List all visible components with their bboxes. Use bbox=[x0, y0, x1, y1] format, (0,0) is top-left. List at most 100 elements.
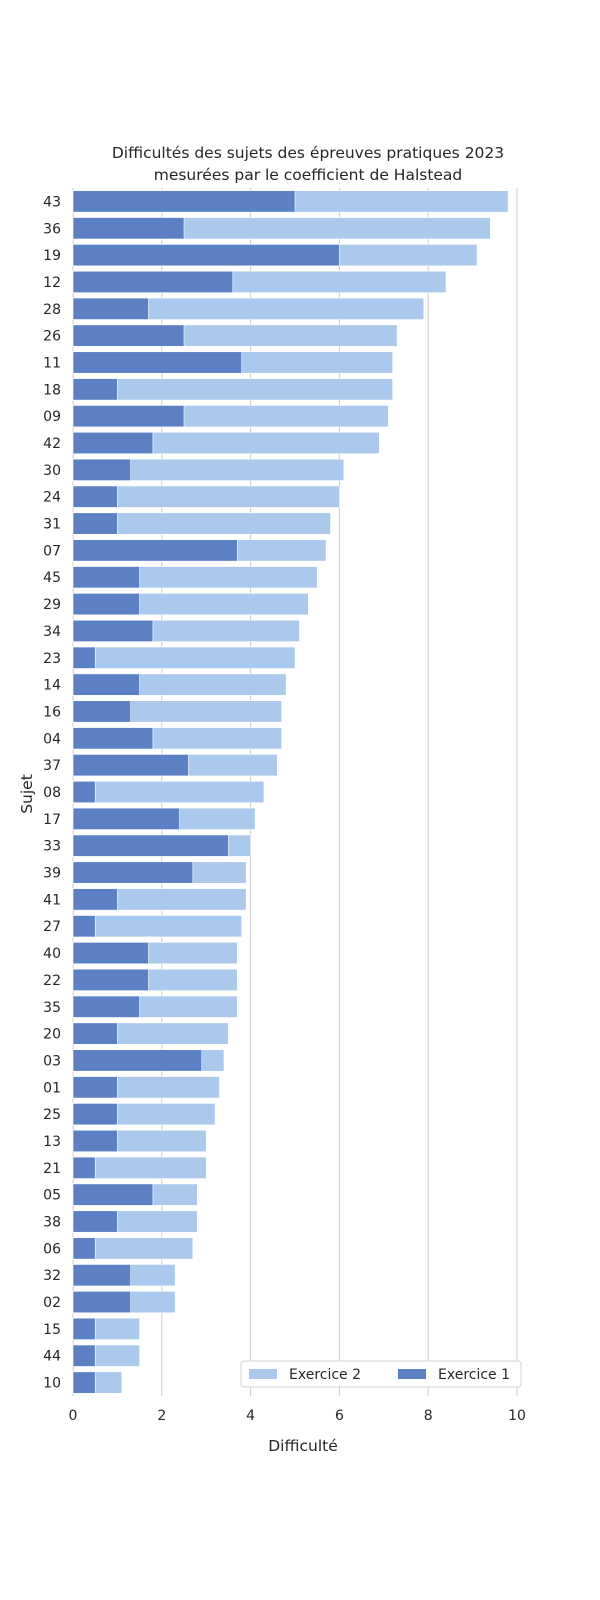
bar-exercice-1-29 bbox=[72, 593, 140, 616]
y-tick-label-15: 15 bbox=[43, 1322, 61, 1338]
y-tick-label-21: 21 bbox=[43, 1161, 61, 1177]
bar-exercice-2-23 bbox=[72, 646, 296, 669]
y-tick-label-05: 05 bbox=[43, 1188, 61, 1204]
bar-exercice-1-37 bbox=[72, 754, 189, 777]
y-tick-label-09: 09 bbox=[43, 409, 61, 425]
y-tick-label-17: 17 bbox=[43, 812, 61, 828]
y-tick-label-03: 03 bbox=[43, 1053, 61, 1069]
legend: Exercice 2 Exercice 1 bbox=[240, 1360, 522, 1388]
y-tick-label-28: 28 bbox=[43, 302, 61, 318]
bar-exercice-1-01 bbox=[72, 1076, 118, 1099]
y-tick-label-35: 35 bbox=[43, 1000, 61, 1016]
bar-exercice-1-02 bbox=[72, 1291, 132, 1314]
y-tick-label-29: 29 bbox=[43, 597, 61, 613]
y-tick-label-10: 10 bbox=[43, 1376, 61, 1392]
x-tick-label-2: 2 bbox=[157, 1408, 166, 1424]
bar-exercice-1-33 bbox=[72, 834, 229, 857]
y-tick-label-42: 42 bbox=[43, 436, 61, 452]
bar-exercice-1-45 bbox=[72, 566, 140, 589]
bar-exercice-1-12 bbox=[72, 270, 234, 293]
y-tick-label-30: 30 bbox=[43, 463, 61, 479]
legend-frame bbox=[240, 1360, 522, 1388]
y-tick-label-34: 34 bbox=[43, 624, 61, 640]
y-tick-label-39: 39 bbox=[43, 866, 61, 882]
y-tick-label-07: 07 bbox=[43, 543, 61, 559]
y-tick-label-22: 22 bbox=[43, 973, 61, 989]
bar-exercice-1-04 bbox=[72, 727, 154, 750]
y-tick-label-26: 26 bbox=[43, 329, 61, 345]
y-tick-label-06: 06 bbox=[43, 1241, 61, 1257]
bar-exercice-1-39 bbox=[72, 861, 194, 884]
y-tick-labels: 43 36 19 12 28 26 11 18 09 42 30 24 31 07 45 29 34 23 14 16… bbox=[43, 194, 61, 1391]
y-tick-label-24: 24 bbox=[43, 490, 61, 506]
y-tick-label-12: 12 bbox=[43, 275, 61, 291]
bar-exercice-1-20 bbox=[72, 1022, 118, 1045]
y-tick-label-37: 37 bbox=[43, 758, 61, 774]
bars bbox=[72, 190, 509, 1394]
legend-swatch-exercice-2 bbox=[249, 1369, 277, 1379]
bar-exercice-1-14 bbox=[72, 673, 140, 696]
bar-exercice-1-06 bbox=[72, 1237, 96, 1260]
bar-exercice-1-23 bbox=[72, 646, 96, 669]
bar-exercice-1-16 bbox=[72, 700, 132, 723]
bar-exercice-1-32 bbox=[72, 1264, 132, 1287]
bar-exercice-1-38 bbox=[72, 1210, 118, 1233]
bar-exercice-1-40 bbox=[72, 942, 149, 965]
bar-exercice-1-22 bbox=[72, 968, 149, 991]
x-tick-label-6: 6 bbox=[335, 1408, 344, 1424]
y-tick-label-23: 23 bbox=[43, 651, 61, 667]
bar-exercice-2-18 bbox=[72, 378, 393, 401]
bar-exercice-1-27 bbox=[72, 915, 96, 938]
y-tick-label-45: 45 bbox=[43, 570, 61, 586]
bar-exercice-2-27 bbox=[72, 915, 243, 938]
y-tick-label-25: 25 bbox=[43, 1107, 61, 1123]
bar-exercice-1-35 bbox=[72, 995, 140, 1018]
x-tick-label-10: 10 bbox=[508, 1408, 526, 1424]
bar-exercice-1-19 bbox=[72, 244, 340, 267]
bar-exercice-1-13 bbox=[72, 1129, 118, 1153]
bar-exercice-1-11 bbox=[72, 351, 243, 374]
bar-exercice-1-34 bbox=[72, 619, 154, 642]
legend-swatch-exercice-1 bbox=[398, 1369, 426, 1379]
y-tick-label-40: 40 bbox=[43, 946, 61, 962]
bar-exercice-1-28 bbox=[72, 297, 149, 320]
y-tick-label-38: 38 bbox=[43, 1215, 61, 1231]
bar-exercice-1-24 bbox=[72, 485, 118, 508]
y-tick-label-41: 41 bbox=[43, 892, 61, 908]
y-tick-label-04: 04 bbox=[43, 731, 61, 747]
bar-exercice-1-36 bbox=[72, 217, 185, 240]
y-tick-label-11: 11 bbox=[43, 355, 61, 371]
bar-exercice-2-08 bbox=[72, 780, 265, 804]
y-tick-label-31: 31 bbox=[43, 517, 61, 533]
y-tick-label-01: 01 bbox=[43, 1080, 61, 1096]
bar-exercice-1-21 bbox=[72, 1156, 96, 1179]
bar-exercice-1-03 bbox=[72, 1049, 203, 1072]
bar-exercice-1-18 bbox=[72, 378, 118, 401]
chart-title-line-1: Difficultés des sujets des épreuves prat… bbox=[112, 144, 504, 162]
x-tick-labels: 0 2 4 6 8 10 bbox=[69, 1408, 526, 1424]
bar-exercice-1-43 bbox=[72, 190, 296, 213]
legend-label-exercice-1: Exercice 1 bbox=[438, 1367, 510, 1383]
bar-exercice-1-31 bbox=[72, 512, 118, 535]
bar-exercice-1-09 bbox=[72, 405, 185, 428]
chart-title-line-2: mesurées par le coefficient de Halstead bbox=[154, 166, 463, 184]
bar-exercice-1-10 bbox=[72, 1371, 96, 1394]
x-axis-label: Difficulté bbox=[268, 1437, 338, 1455]
x-tick-label-4: 4 bbox=[246, 1408, 255, 1424]
y-tick-label-14: 14 bbox=[43, 678, 61, 694]
bar-exercice-1-08 bbox=[72, 780, 96, 804]
y-tick-label-33: 33 bbox=[43, 839, 61, 855]
bar-exercice-1-05 bbox=[72, 1183, 154, 1206]
y-tick-label-19: 19 bbox=[43, 248, 61, 264]
y-axis-label: Sujet bbox=[18, 774, 36, 814]
bar-exercice-1-07 bbox=[72, 539, 238, 562]
bar-exercice-1-30 bbox=[72, 458, 132, 481]
bar-exercice-1-42 bbox=[72, 431, 154, 455]
legend-label-exercice-2: Exercice 2 bbox=[289, 1367, 361, 1383]
y-tick-label-08: 08 bbox=[43, 785, 61, 801]
y-tick-label-20: 20 bbox=[43, 1027, 61, 1043]
y-tick-label-02: 02 bbox=[43, 1295, 61, 1311]
bar-exercice-1-41 bbox=[72, 888, 118, 911]
bar-exercice-1-15 bbox=[72, 1317, 96, 1340]
